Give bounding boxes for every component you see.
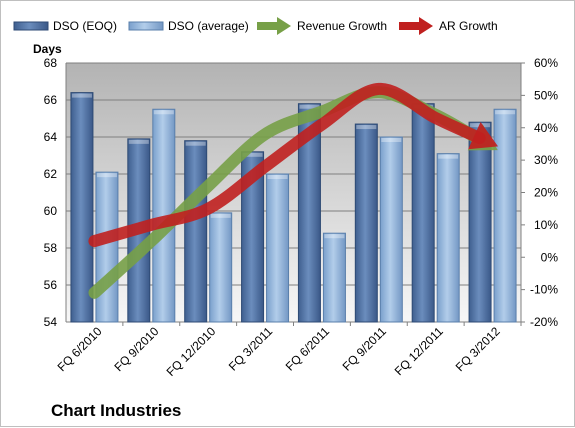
bar-dso-average	[379, 136, 403, 323]
x-tick-label: FQ 12/2010	[164, 324, 219, 379]
bar-dso-eoq	[354, 123, 378, 323]
bar-dso-eoq	[468, 121, 492, 323]
y-tick-label: 68	[44, 56, 58, 70]
bar-dso-eoq	[70, 92, 94, 323]
legend-swatch-dso-eoq	[13, 21, 49, 31]
bar-dso-eoq	[241, 151, 265, 323]
bar-top-highlight	[128, 139, 149, 144]
bar-top-highlight	[324, 234, 345, 239]
y2-tick-label: 0%	[541, 250, 559, 264]
legend-label-revenue-growth: Revenue Growth	[297, 19, 387, 33]
bar-top-highlight	[185, 141, 206, 146]
chart-title: Chart Industries	[51, 401, 181, 420]
bar-top-highlight	[299, 104, 320, 109]
bar-dso-average	[436, 153, 460, 323]
legend-arrow-revenue-growth	[277, 17, 291, 35]
y-tick-label: 62	[44, 167, 58, 181]
bar-top-highlight	[381, 138, 402, 142]
legend-label-dso-average: DSO (average)	[168, 19, 249, 33]
y2-tick-label: -20%	[530, 315, 558, 329]
bar-top-highlight	[438, 154, 459, 159]
y-tick-label: 54	[44, 315, 58, 329]
x-tick-label: FQ 6/2010	[55, 324, 105, 374]
x-tick-label: FQ 6/2011	[283, 324, 333, 374]
bar-top-highlight	[267, 175, 288, 179]
bar-dso-average	[266, 173, 290, 323]
legend-swatch-dso-average	[128, 21, 164, 31]
x-tick-label: FQ 9/2010	[111, 324, 161, 374]
y-tick-label: 58	[44, 241, 58, 255]
y2-tick-label: 30%	[534, 153, 558, 167]
y-tick-label: 66	[44, 93, 58, 107]
y2-tick-label: 10%	[534, 218, 558, 232]
x-tick-label: FQ 12/2011	[392, 324, 446, 378]
bar-dso-eoq	[184, 140, 208, 323]
legend-arrow-ar-growth	[419, 17, 433, 35]
y2-tick-label: -10%	[530, 283, 558, 297]
ar-growth-line	[88, 82, 486, 248]
bar-dso-average	[95, 171, 119, 323]
y2-tick-label: 50%	[534, 88, 558, 102]
ar-growth-arrowhead	[468, 121, 499, 150]
y2-tick-label: 20%	[534, 186, 558, 200]
bar-top-highlight	[71, 93, 92, 98]
y-tick-label: 56	[44, 278, 58, 292]
y2-tick-label: 40%	[534, 121, 558, 135]
bar-dso-eoq	[297, 103, 321, 323]
bar-top-highlight	[495, 110, 516, 115]
bar-top-highlight	[356, 125, 377, 130]
y-axis-label: Days	[33, 42, 62, 56]
bar-top-highlight	[96, 173, 117, 178]
bar-top-highlight	[153, 110, 174, 115]
bar-top-highlight	[242, 152, 263, 157]
x-tick-label: FQ 3/2011	[226, 324, 276, 374]
bar-dso-average	[493, 108, 517, 323]
x-tick-label: FQ 9/2011	[340, 324, 390, 374]
y2-tick-label: 60%	[534, 56, 558, 70]
bar-dso-average	[322, 232, 346, 323]
bar-dso-average	[209, 212, 233, 323]
y-tick-label: 64	[44, 130, 58, 144]
bar-top-highlight	[210, 213, 231, 218]
bar-dso-eoq	[411, 103, 435, 323]
y-tick-label: 60	[44, 204, 58, 218]
x-tick-label: FQ 3/2012	[453, 324, 503, 374]
legend-label-ar-growth: AR Growth	[439, 19, 498, 33]
legend-label-dso-eoq: DSO (EOQ)	[53, 19, 117, 33]
